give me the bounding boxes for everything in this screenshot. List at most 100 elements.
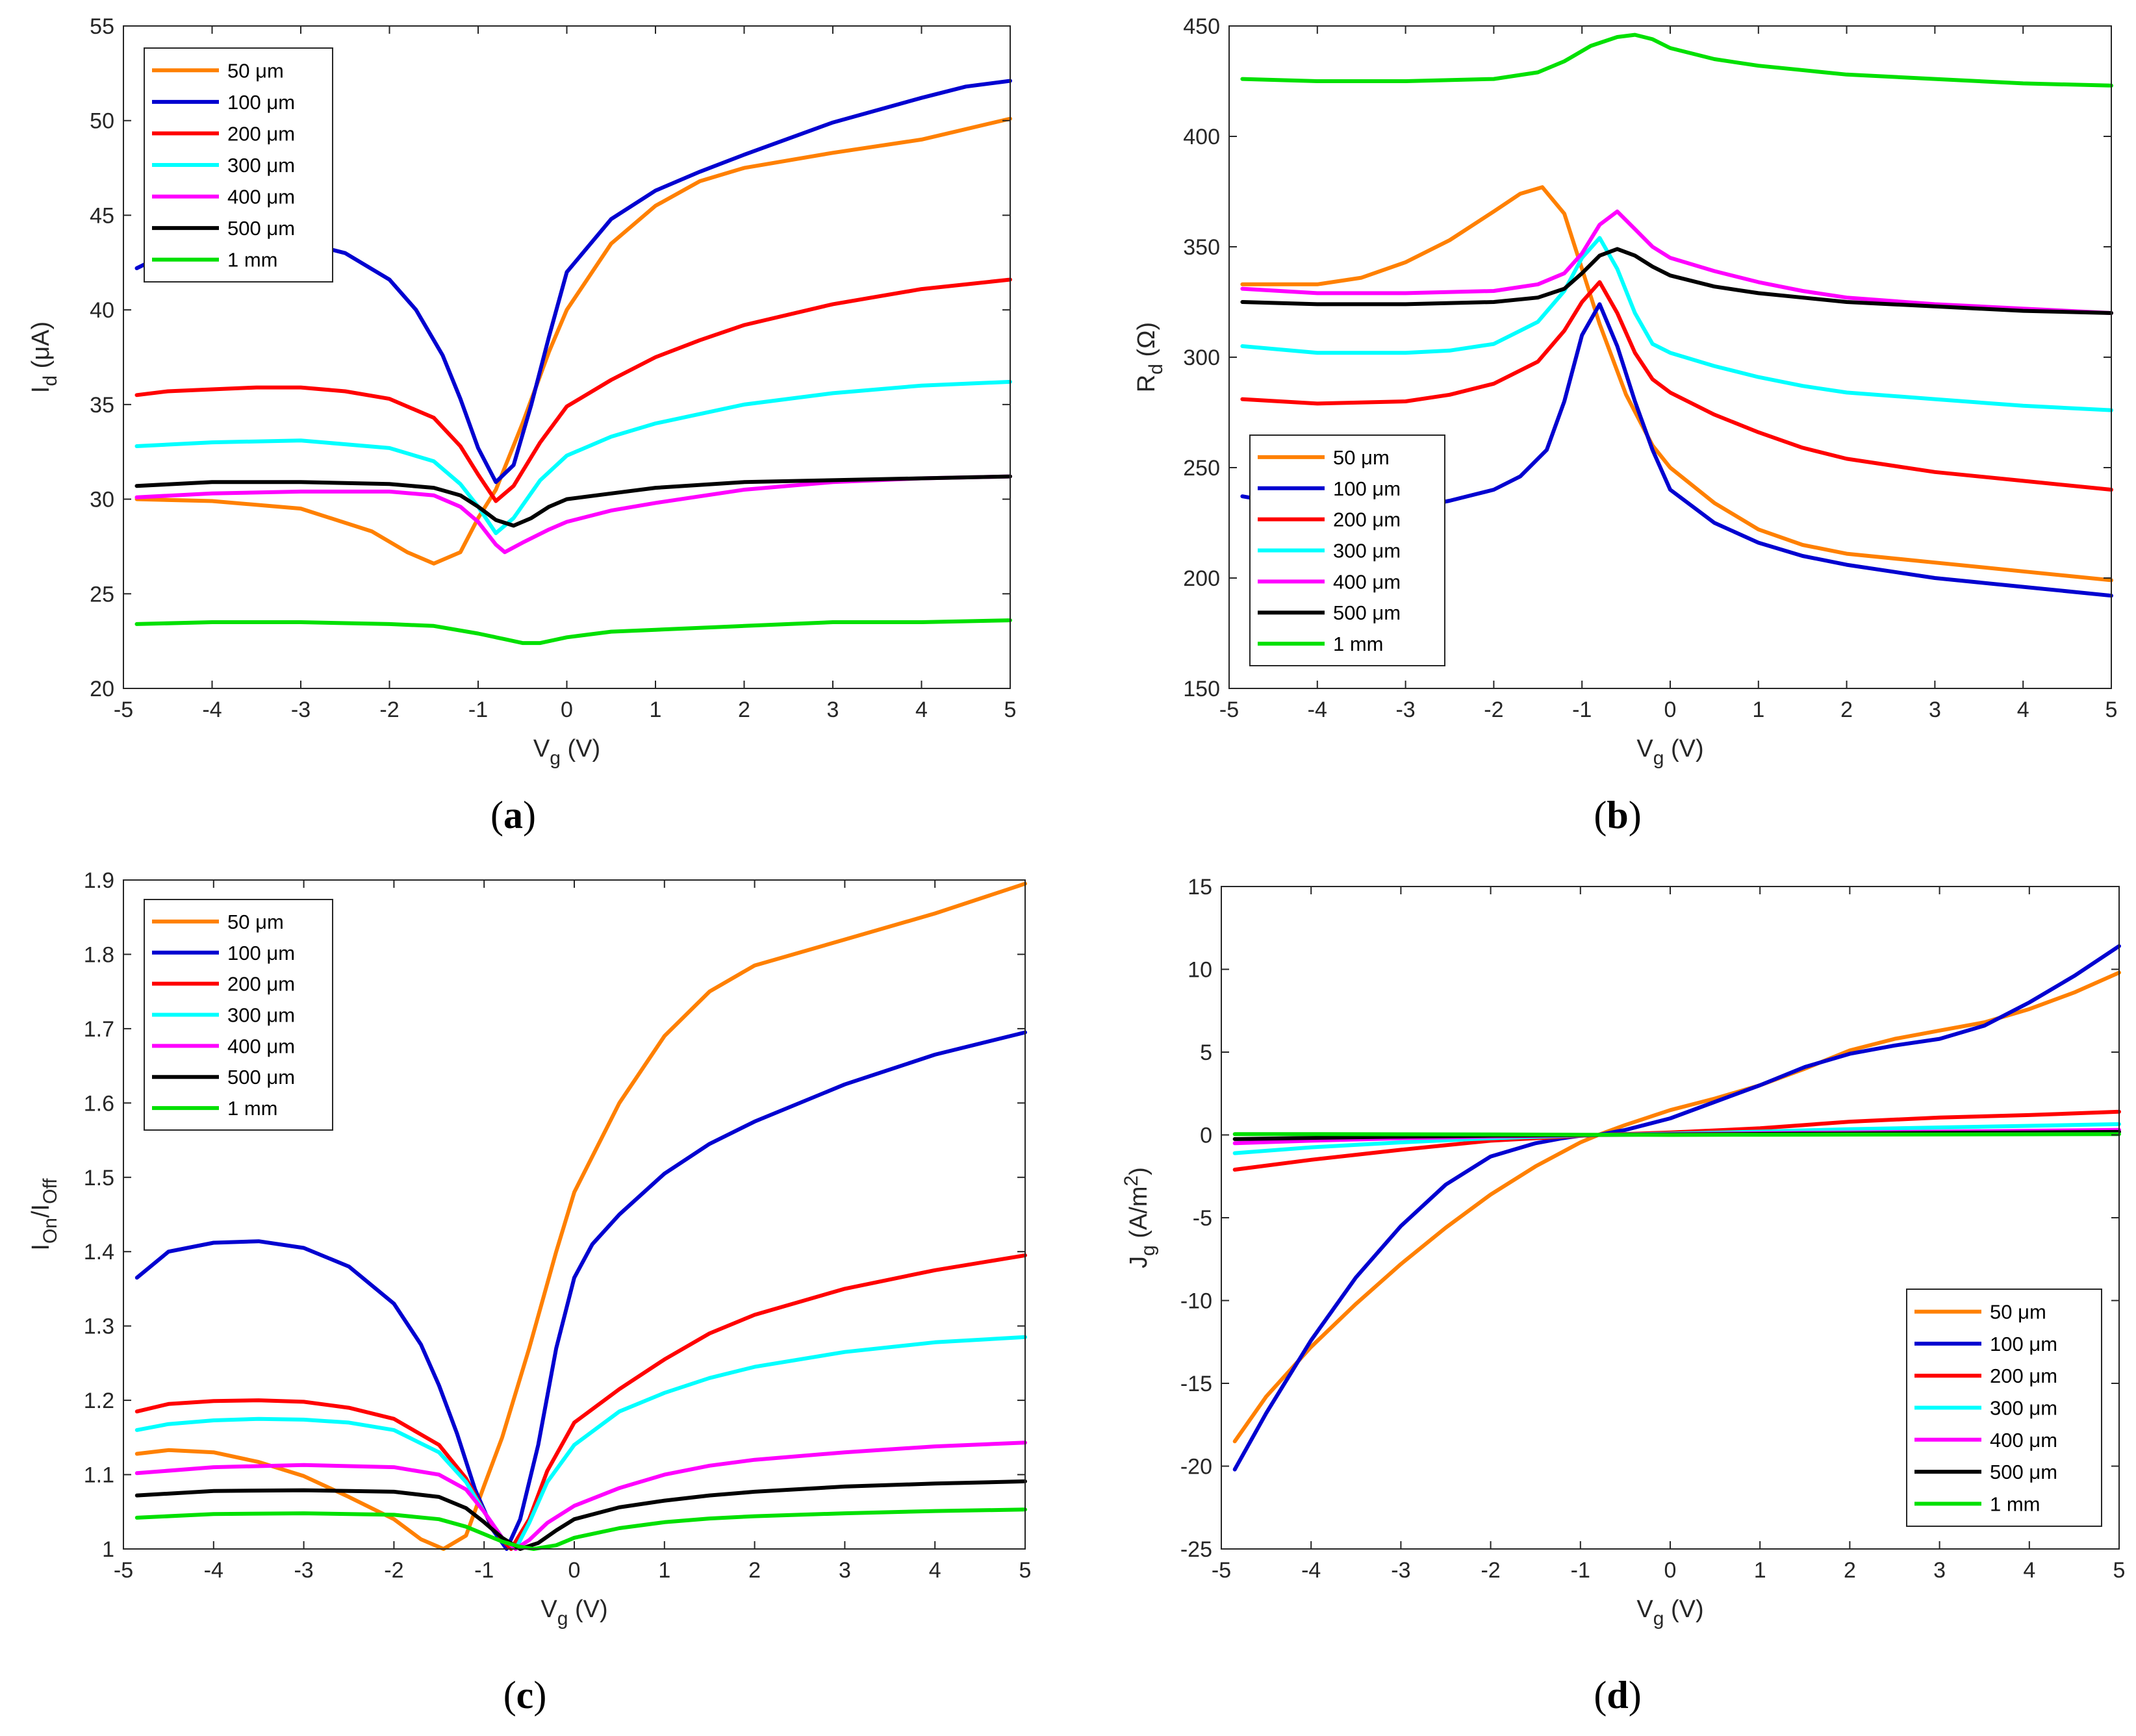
legend-label: 200 μm xyxy=(1333,509,1401,531)
x-tick-label: -2 xyxy=(379,698,399,722)
legend-label: 50 μm xyxy=(227,911,284,933)
series-line-c-4 xyxy=(134,1440,1027,1551)
series-line-d-0 xyxy=(1232,970,2121,1444)
y-tick-label: 20 xyxy=(90,677,114,701)
y-tick-label: 300 xyxy=(1183,346,1220,370)
series-line-b-0 xyxy=(1240,185,2113,583)
x-tick-label: 5 xyxy=(2113,1558,2126,1583)
legend-label: 500 μm xyxy=(227,1066,295,1088)
y-tick-label: 150 xyxy=(1183,677,1220,701)
legend-label: 200 μm xyxy=(1990,1365,2057,1387)
x-tick-label: 3 xyxy=(839,1558,851,1583)
y-axis-label: IOn/IOff xyxy=(27,1178,61,1251)
x-tick-label: 5 xyxy=(1019,1558,1032,1583)
y-tick-label: 1.2 xyxy=(84,1389,114,1413)
y-tick-label: 30 xyxy=(90,488,114,512)
legend-label: 50 μm xyxy=(227,59,284,82)
y-tick-label: 35 xyxy=(90,393,114,418)
y-tick-label: -20 xyxy=(1180,1455,1212,1479)
x-tick-label: 4 xyxy=(929,1558,941,1583)
legend-label: 100 μm xyxy=(1333,477,1401,500)
y-tick-label: 200 xyxy=(1183,566,1220,591)
y-tick-label: 25 xyxy=(90,582,114,607)
x-tick-label: 0 xyxy=(561,698,573,722)
x-tick-label: 4 xyxy=(915,698,928,722)
x-tick-label: -4 xyxy=(1308,698,1327,722)
legend-label: 1 mm xyxy=(1333,633,1384,655)
legend-label: 300 μm xyxy=(1990,1397,2057,1420)
x-tick-label: -1 xyxy=(474,1558,494,1583)
y-tick-label: 1.1 xyxy=(84,1463,114,1488)
y-tick-label: -10 xyxy=(1180,1289,1212,1314)
series-line-b-3 xyxy=(1240,236,2113,412)
series-line-a-4 xyxy=(134,474,1012,555)
y-tick-label: 0 xyxy=(1200,1124,1212,1148)
y-tick-label: 50 xyxy=(90,109,114,134)
x-tick-label: -5 xyxy=(114,698,133,722)
x-tick-label: -2 xyxy=(1481,1558,1500,1583)
y-tick-label: -15 xyxy=(1180,1372,1212,1396)
chart-c: -5 -4 -3 -2 -1 0 1 2 3 4 5 1 1.1 1.2 1.3 1.4 1.5 1.6 1.7 1.… xyxy=(27,868,1031,1717)
x-tick-label: -5 xyxy=(114,1558,133,1583)
legend-label: 1 mm xyxy=(227,1097,278,1120)
x-tick-label: -1 xyxy=(468,698,488,722)
legend-label: 1 mm xyxy=(227,249,278,271)
x-tick-label: 1 xyxy=(1754,1558,1766,1583)
x-tick-label: 4 xyxy=(2023,1558,2035,1583)
x-axis-label: Vg (V) xyxy=(1636,1596,1703,1629)
legend-label: 300 μm xyxy=(227,1004,295,1027)
y-tick-label: 350 xyxy=(1183,235,1220,260)
x-axis-label: Vg (V) xyxy=(533,735,600,769)
x-tick-label: -4 xyxy=(202,698,222,722)
y-tick-label: 1.3 xyxy=(84,1315,114,1339)
y-tick-label: -25 xyxy=(1180,1537,1212,1562)
x-tick-label: 2 xyxy=(1844,1558,1856,1583)
panel-label: (a) xyxy=(490,794,536,837)
series-line-c-5 xyxy=(134,1479,1027,1551)
y-axis-label: Rd (Ω) xyxy=(1133,322,1167,392)
y-tick-label: 5 xyxy=(1200,1040,1212,1065)
y-tick-label: 40 xyxy=(90,298,114,323)
legend-label: 200 μm xyxy=(227,122,295,145)
x-tick-label: -5 xyxy=(1212,1558,1231,1583)
series-line-d-6 xyxy=(1232,1132,2121,1137)
legend-a: 50 μm 100 μm 200 μm 300 μm 400 μm 500 μm 1 mm xyxy=(144,47,333,283)
legend-label: 100 μm xyxy=(227,91,295,114)
x-tick-label: -1 xyxy=(1571,1558,1590,1583)
x-tick-label: -1 xyxy=(1572,698,1592,722)
legend-label: 400 μm xyxy=(227,186,295,208)
x-axis-label: Vg (V) xyxy=(540,1596,607,1629)
chart-b: -5 -4 -3 -2 -1 0 1 2 3 4 5 150 200 250 300 350 400 450 Vg … xyxy=(1133,14,2117,837)
y-tick-label: 45 xyxy=(90,203,114,228)
legend-label: 300 μm xyxy=(227,154,295,177)
x-tick-label: 0 xyxy=(568,1558,581,1583)
x-tick-label: 0 xyxy=(1664,1558,1677,1583)
x-tick-label: -4 xyxy=(204,1558,223,1583)
series-line-a-0 xyxy=(134,116,1012,566)
legend-label: 50 μm xyxy=(1990,1301,2046,1324)
y-tick-label: 1.6 xyxy=(84,1091,114,1116)
x-tick-label: -3 xyxy=(1395,698,1415,722)
legend-label: 400 μm xyxy=(1333,570,1401,593)
y-tick-label: 1.8 xyxy=(84,942,114,967)
y-tick-label: 10 xyxy=(1188,958,1212,983)
x-tick-label: 1 xyxy=(658,1558,670,1583)
series-line-a-2 xyxy=(134,277,1012,503)
x-tick-label: 3 xyxy=(1933,1558,1946,1583)
x-tick-label: 2 xyxy=(1840,698,1853,722)
x-tick-label: 2 xyxy=(748,1558,761,1583)
legend-label: 50 μm xyxy=(1333,446,1390,469)
legend-label: 500 μm xyxy=(1333,601,1401,624)
x-tick-label: 3 xyxy=(1929,698,1941,722)
panel-label: (d) xyxy=(1594,1674,1641,1717)
series-line-a-3 xyxy=(134,379,1012,535)
x-tick-label: -3 xyxy=(291,698,311,722)
x-tick-label: -5 xyxy=(1219,698,1239,722)
series-line-b-4 xyxy=(1240,209,2113,315)
y-axis-label: Jg (A/m2) xyxy=(1121,1167,1159,1268)
y-tick-label: 1.7 xyxy=(84,1017,114,1042)
y-tick-label: -5 xyxy=(1193,1206,1212,1231)
y-tick-label: 1.9 xyxy=(84,868,114,893)
